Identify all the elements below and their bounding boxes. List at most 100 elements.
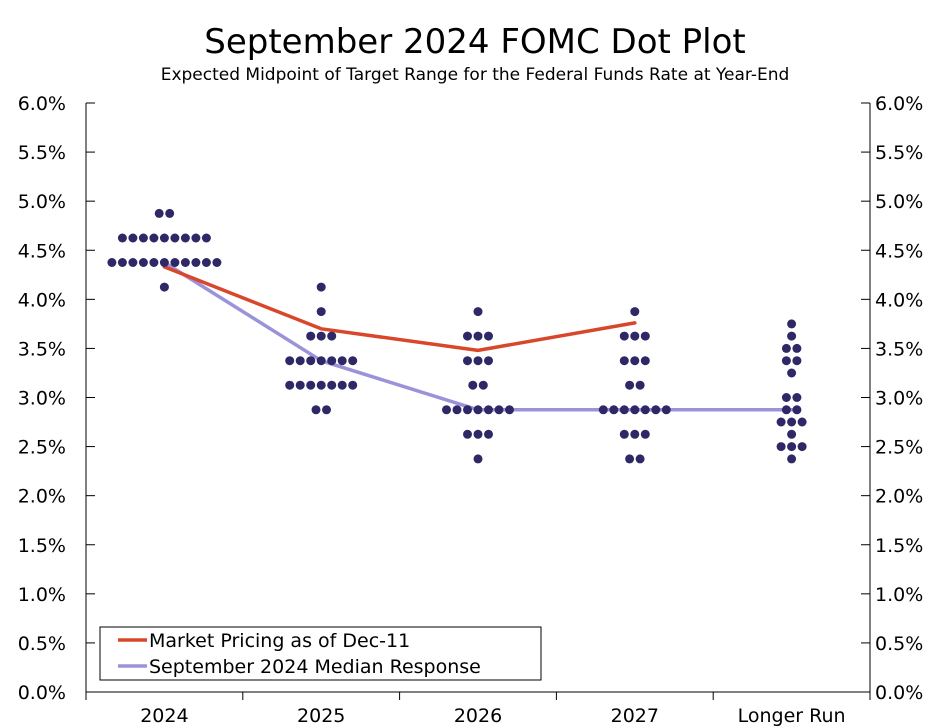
dot [787,319,797,329]
series-line [162,265,637,353]
dot [484,429,493,439]
dot [787,417,797,427]
dot [473,405,483,415]
dot [781,405,791,415]
dot [348,356,358,366]
y-tick-label-left: 0.5% [18,633,66,655]
dot [787,331,797,341]
dot [619,429,629,439]
y-tick-label-right: 0.5% [875,633,923,655]
y-tick-label-right: 1.5% [875,535,923,557]
dot [337,380,347,390]
dot [306,380,316,390]
y-tick-label-right: 3.5% [875,338,923,360]
dot [442,405,451,415]
x-tick-label: 2025 [297,705,345,727]
dot [473,429,483,439]
chart-subtitle: Expected Midpoint of Target Range for th… [160,65,790,85]
dot [463,405,472,415]
dot [128,233,138,243]
dot [159,258,169,267]
y-tick-label-right: 2.0% [875,486,923,508]
dot [651,405,661,415]
dot [625,380,635,390]
dot [619,356,629,366]
y-tick-label-left: 4.5% [18,240,66,262]
dot [295,356,305,366]
dot [776,442,786,452]
dot [322,405,331,415]
y-tick-label-left: 6.0% [18,93,66,115]
dot [128,258,138,267]
y-tick-label-right: 2.5% [875,437,923,459]
dot [619,331,629,341]
dot [463,429,472,439]
dot [484,356,493,366]
axes: 0.0% 0.0% 0.5% 0.5% 1.0% 1.0% 1.5% 1.5% 2.0% 2.0%… [18,93,924,727]
dot [212,258,222,267]
dot [159,233,169,243]
y-tick-label-left: 0.0% [18,682,66,704]
y-tick-label-right: 4.5% [875,240,923,262]
dot [630,429,640,439]
dot [191,258,201,267]
dot [473,331,483,341]
dot [630,405,640,415]
dot [201,233,211,243]
y-tick-label-left: 2.5% [18,437,66,459]
dots-layer [107,208,807,464]
dot [468,380,478,390]
chart-title: September 2024 FOMC Dot Plot [204,22,746,62]
dot [797,442,807,452]
dot [640,331,650,341]
dot [781,393,791,402]
y-tick-label-right: 5.5% [875,142,923,164]
dot [478,380,488,390]
legend-label: September 2024 Median Response [149,656,481,678]
dot [792,343,802,353]
dot [463,356,472,366]
dot [191,233,201,243]
dot [619,405,629,415]
dot [776,417,786,427]
y-tick-label-right: 1.0% [875,584,923,606]
y-tick-label-left: 1.5% [18,535,66,557]
dot [625,454,635,464]
dot [661,405,671,415]
dot [640,429,650,439]
dot [787,442,797,452]
dot [787,429,797,439]
x-tick-label: 2026 [454,705,502,727]
dot [781,356,791,366]
dot [306,356,316,366]
dot [598,405,608,415]
dot [484,331,493,341]
dot [138,258,148,267]
dot [781,343,791,353]
y-tick-label-left: 5.0% [18,191,66,213]
dot [337,356,347,366]
dot [316,307,326,317]
dot [635,380,645,390]
dot [159,282,169,292]
dot [452,405,462,415]
dot [201,258,211,267]
dot [630,356,640,366]
dot [327,380,337,390]
dot [149,233,159,243]
y-tick-label-left: 3.0% [18,388,66,410]
x-tick-label: Longer Run [738,705,846,727]
y-tick-label-right: 3.0% [875,388,923,410]
dot [117,233,127,243]
dot [640,405,650,415]
dot [180,233,190,243]
y-tick-label-right: 0.0% [875,682,923,704]
dot [630,307,640,317]
dot [635,454,645,464]
y-tick-label-left: 3.5% [18,338,66,360]
dot [630,331,640,341]
dot [154,208,164,218]
y-tick-label-right: 4.0% [875,289,923,311]
dot [327,356,337,366]
